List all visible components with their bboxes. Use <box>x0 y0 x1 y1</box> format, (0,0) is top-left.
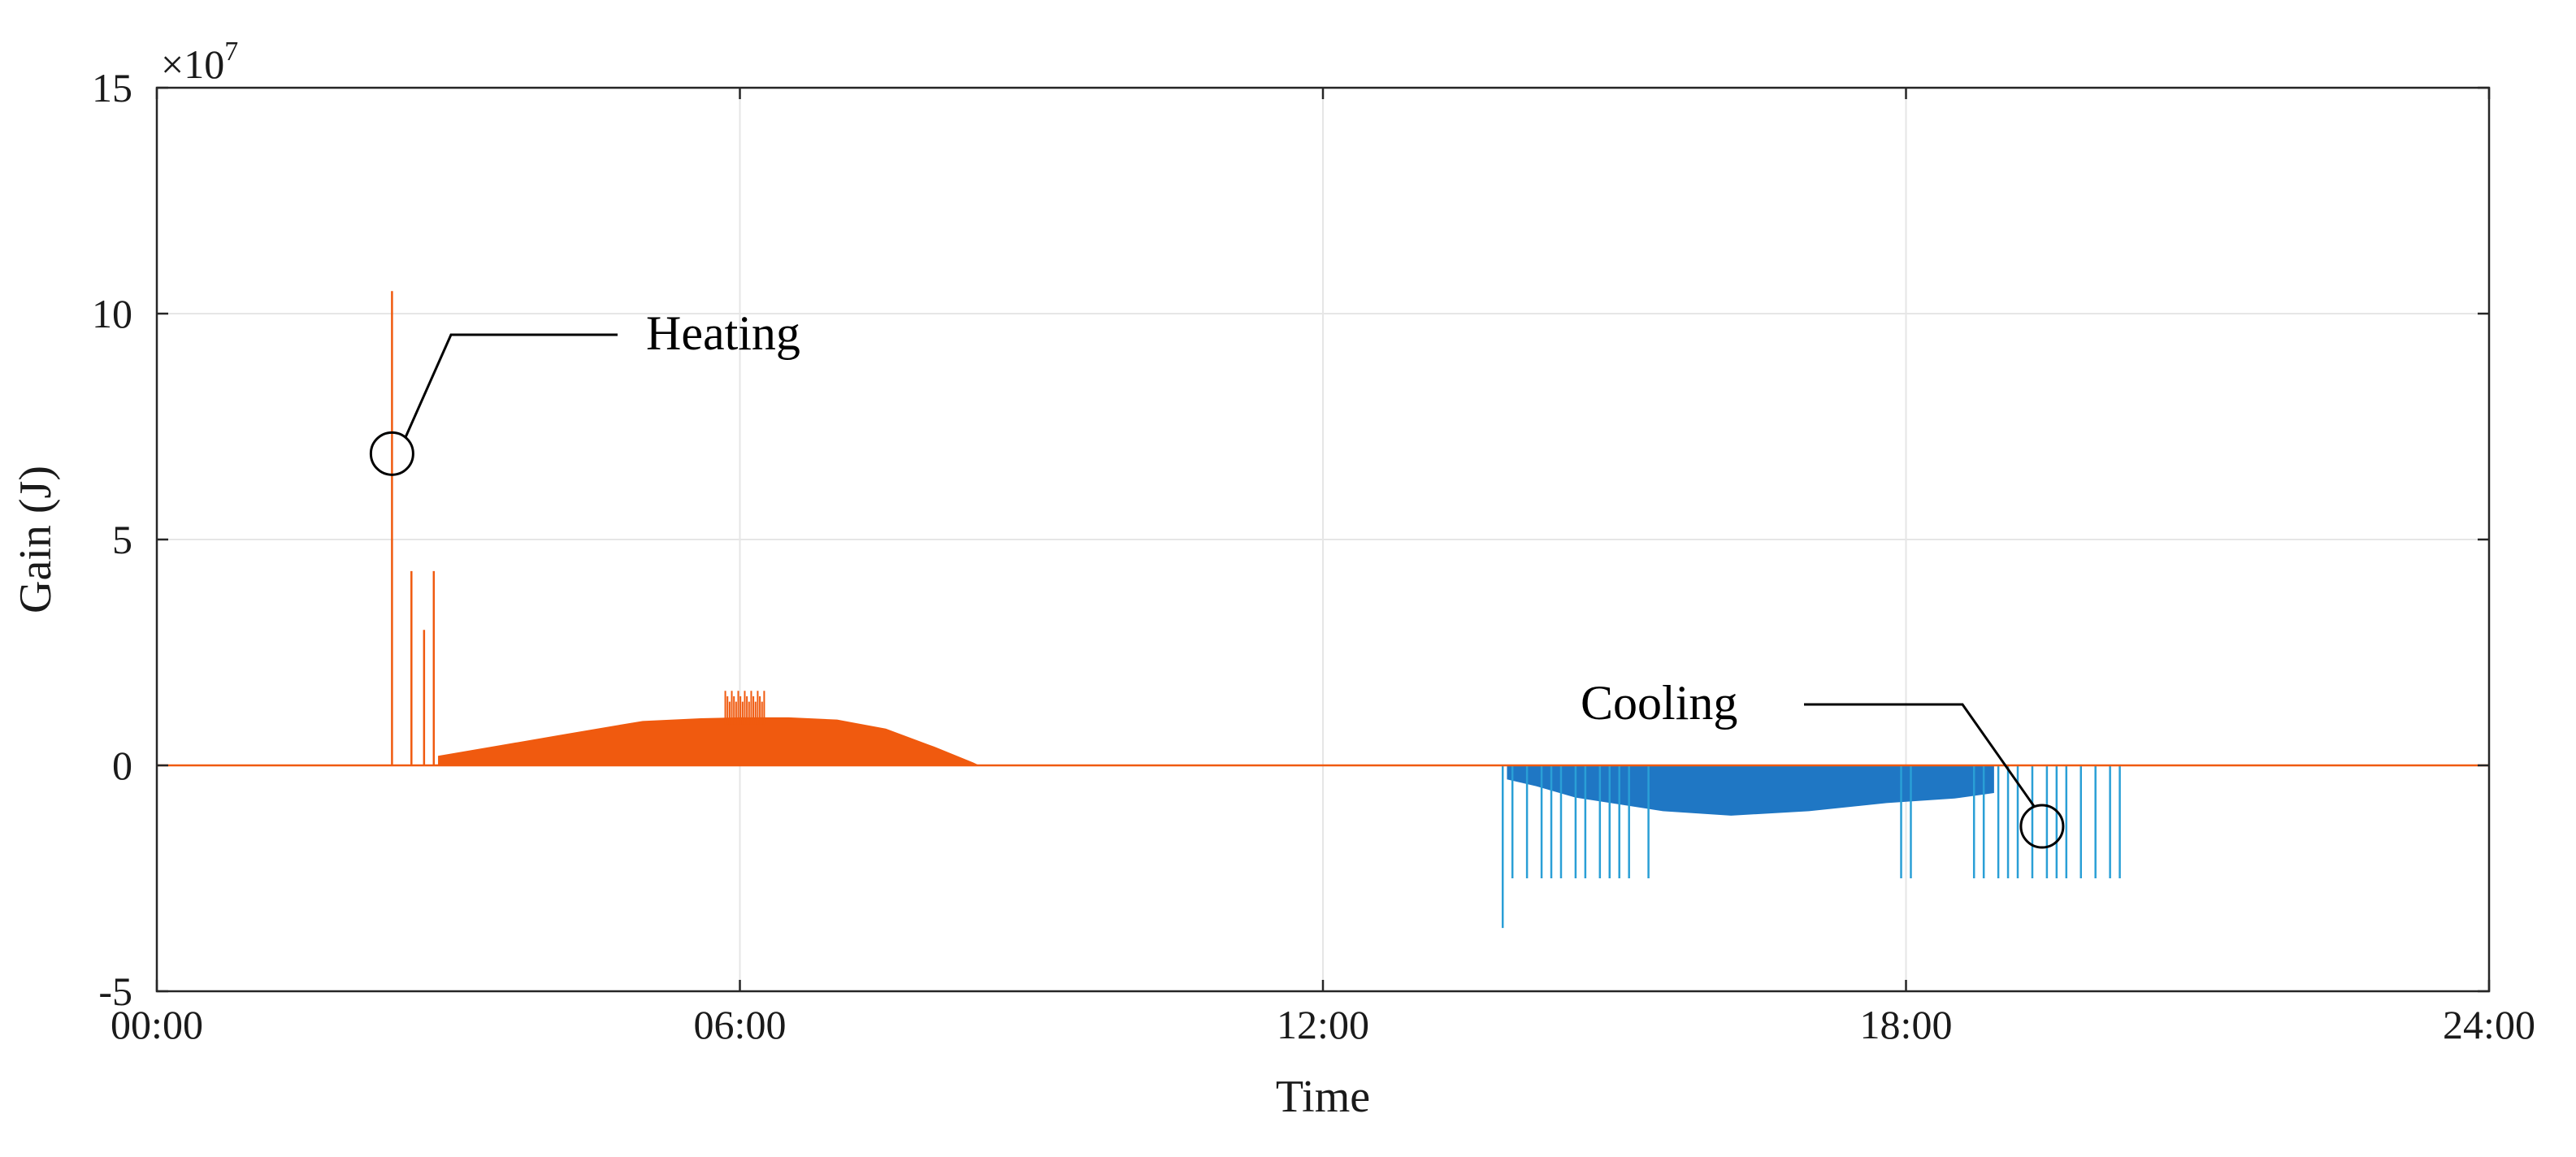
x-tick-label: 12:00 <box>1277 1002 1369 1047</box>
y-multiplier-exponent: 7 <box>224 37 238 67</box>
series-layer <box>391 291 2121 929</box>
annotation-layer: Heating Cooling <box>369 306 2065 849</box>
y-axis-ticks: -5 0 5 10 15 <box>92 65 2489 1014</box>
x-tick-label: 24:00 <box>2443 1002 2535 1047</box>
x-axis-ticks: 00:00 06:00 12:00 18:00 24:00 <box>111 88 2535 1047</box>
cooling-annotation-leader <box>1804 703 2036 807</box>
x-tick-label: 18:00 <box>1860 1002 1953 1047</box>
y-tick-label: 5 <box>112 517 132 562</box>
y-tick-label: -5 <box>98 968 132 1014</box>
y-tick-label: 10 <box>92 291 132 336</box>
y-tick-label: 0 <box>112 743 132 788</box>
x-axis-title: Time <box>1276 1072 1370 1122</box>
x-tick-label: 00:00 <box>111 1002 203 1047</box>
heating-area <box>438 717 978 766</box>
y-axis-multiplier: ×107 <box>161 37 238 87</box>
y-tick-label: 15 <box>92 65 132 110</box>
cooling-annotation-marker <box>2019 804 2065 849</box>
heating-annotation-label: Heating <box>646 306 800 360</box>
y-axis-title: Gain (J) <box>11 466 61 613</box>
x-tick-label: 06:00 <box>694 1002 787 1047</box>
cooling-annotation-label: Cooling <box>1581 676 1737 730</box>
cooling-area <box>1507 765 1994 816</box>
heating-annotation-leader <box>405 333 618 437</box>
grid-layer <box>156 87 2490 992</box>
heating-annotation-marker <box>369 431 414 476</box>
y-multiplier-base: ×10 <box>161 41 224 87</box>
